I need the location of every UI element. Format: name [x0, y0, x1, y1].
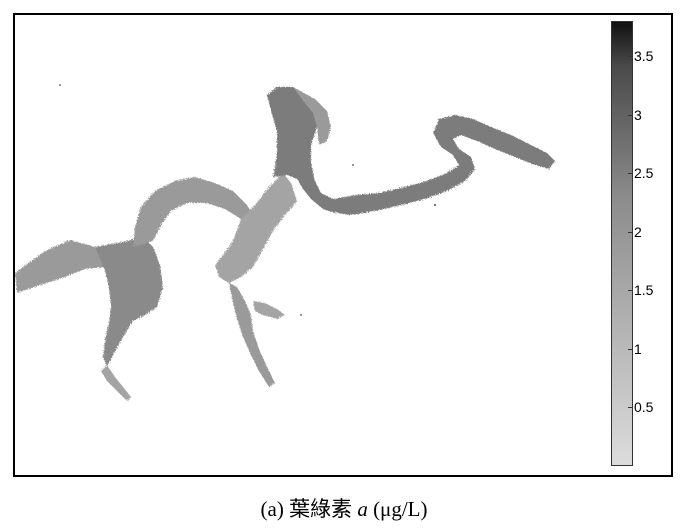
reservoir-east-channel [333, 115, 555, 215]
reservoir-map: .water { fill: #9a9a9a; } .water-mid { f… [15, 84, 555, 401]
colorbar-tick-label: 3.5 [634, 48, 654, 65]
speckle-noise [59, 84, 437, 316]
reservoir-side-inlet [253, 301, 285, 319]
colorbar-tick-mark [628, 114, 633, 116]
reservoir-south-inlet-west [101, 365, 131, 401]
reservoir-northwest-arm [133, 177, 253, 247]
colorbar-tick-mark [628, 348, 633, 350]
colorbar-tick-label: 2.5 [634, 165, 654, 182]
colorbar-tick-label: 0.5 [634, 399, 654, 416]
caption-variable: 葉綠素 [289, 497, 353, 521]
caption-symbol: a [357, 497, 368, 521]
caption-unit: (μg/L) [373, 497, 428, 521]
colorbar-tick-label: 3 [634, 106, 642, 123]
colorbar-tick-label: 2 [634, 223, 642, 240]
colorbar-tick-label: 1 [634, 340, 642, 357]
colorbar-gradient [611, 21, 633, 466]
colorbar-tick-mark [628, 56, 633, 58]
colorbar-tick-mark [628, 290, 633, 292]
colorbar-tick-mark [628, 231, 633, 233]
colorbar: 3.5 3 2.5 2 1.5 1 0.5 [597, 21, 663, 471]
reservoir-central-basin [215, 173, 297, 283]
figure-caption: (a) 葉綠素 a (μg/L) [0, 496, 688, 522]
colorbar-tick-mark [628, 407, 633, 409]
caption-label: (a) [260, 497, 284, 521]
colorbar-tick-mark [628, 173, 633, 175]
map-figure: .water { fill: #9a9a9a; } .water-mid { f… [13, 13, 673, 477]
reservoir-west-basin [95, 237, 163, 367]
reservoir-north-arm [267, 87, 341, 213]
colorbar-tick-label: 1.5 [634, 282, 654, 299]
reservoir-shape [15, 87, 555, 401]
reservoir-west-arm [15, 240, 115, 293]
reservoir-south-arm [229, 283, 275, 387]
reservoir-north-bend [293, 87, 331, 145]
